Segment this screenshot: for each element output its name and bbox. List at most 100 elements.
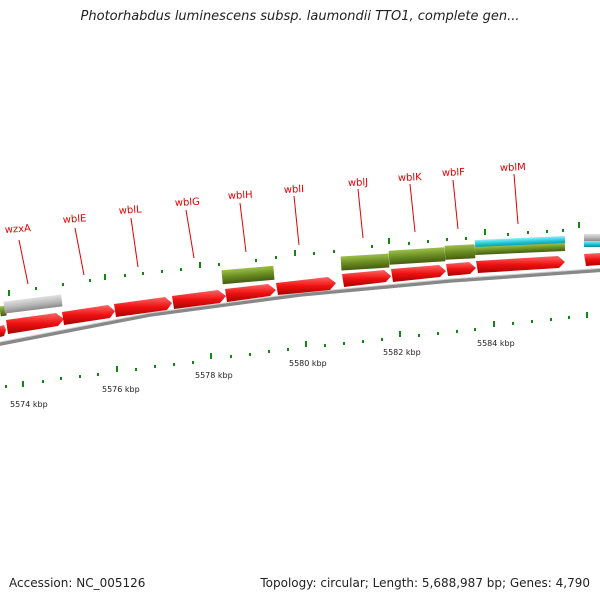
cog-track	[0, 234, 600, 317]
kbp-label: 5578 kbp	[195, 371, 233, 380]
gene-label: wblL	[118, 204, 142, 217]
tick	[173, 363, 175, 366]
tick	[89, 279, 91, 282]
tick	[493, 321, 495, 327]
leader-line	[18, 239, 29, 285]
cog-block	[474, 243, 566, 255]
outer-tick-row	[8, 222, 580, 296]
map-title: Photorhabdus luminescens subsp. laumondi…	[80, 9, 520, 24]
tick	[255, 259, 257, 262]
cog-block	[3, 294, 63, 314]
gene-label: wblF	[442, 167, 466, 179]
tick	[192, 361, 194, 364]
backbone-ring-highlight	[0, 267, 600, 343]
leader-line	[513, 173, 519, 225]
kbp-label: 5582 kbp	[383, 348, 421, 357]
tick	[154, 365, 156, 368]
tick	[586, 312, 588, 318]
tick	[550, 318, 552, 321]
leader-line	[293, 195, 300, 246]
cds-arrow	[446, 262, 476, 276]
gene-label: wblH	[228, 190, 253, 202]
leader-line	[239, 202, 247, 253]
tick	[343, 342, 345, 345]
tick	[527, 231, 529, 234]
tick	[79, 375, 81, 378]
tick	[268, 350, 270, 353]
tick	[275, 256, 277, 259]
tick	[446, 238, 448, 241]
tick	[474, 328, 476, 331]
genome-summary-text: Topology: circular; Length: 5,688,987 bp…	[260, 576, 590, 590]
leader-line	[130, 217, 139, 268]
gene-label: wblE	[62, 213, 86, 226]
tick	[97, 373, 99, 376]
tick	[8, 290, 10, 296]
tick	[42, 380, 44, 383]
cds-arrow	[584, 253, 600, 266]
tick	[427, 240, 429, 243]
leader-line	[357, 188, 364, 239]
cds-arrow	[476, 256, 565, 273]
tick	[531, 320, 533, 323]
tick	[104, 274, 106, 280]
gene-labels: wzxA wblE wblL wblG wblH wblI wblJ wblK …	[4, 162, 526, 236]
tick	[362, 340, 364, 343]
cog-block	[584, 234, 600, 241]
cds-arrow	[342, 270, 391, 287]
gene-label: wblM	[500, 162, 526, 174]
cog-block	[221, 265, 275, 285]
tick	[287, 348, 289, 351]
gene-label: wblG	[175, 197, 201, 209]
gene-label: wblK	[398, 172, 423, 184]
inner-tick-row	[5, 312, 588, 388]
cog-block	[388, 247, 446, 265]
cds-arrow	[6, 313, 64, 334]
kbp-label: 5580 kbp	[289, 359, 327, 368]
leader-line	[185, 209, 195, 259]
gene-label: wblI	[284, 184, 305, 196]
tick	[199, 262, 201, 268]
tick	[230, 355, 232, 358]
cds-arrow	[276, 277, 336, 295]
leader-line	[409, 183, 416, 233]
tick	[218, 263, 220, 266]
tick	[507, 233, 509, 236]
tick	[437, 332, 439, 335]
tick	[142, 272, 144, 275]
tick	[294, 250, 296, 256]
cds-arrow	[172, 290, 226, 309]
tick	[135, 368, 137, 371]
cds-arrow	[225, 284, 276, 302]
tick	[456, 330, 458, 333]
tick	[124, 274, 126, 277]
gene-label: wblJ	[348, 177, 369, 189]
leader-line	[74, 227, 85, 276]
tick	[484, 229, 486, 235]
tick	[305, 341, 307, 347]
tick	[371, 245, 373, 248]
backbone-ring	[0, 268, 600, 346]
kbp-labels: 5574 kbp 5576 kbp 5578 kbp 5580 kbp 5582…	[10, 339, 515, 409]
tick	[35, 287, 37, 290]
tick	[333, 250, 335, 253]
tick	[210, 353, 212, 359]
tick	[408, 242, 410, 245]
tick	[388, 238, 390, 244]
cds-arrow	[391, 265, 446, 282]
tick	[60, 377, 62, 380]
gene-label: wzxA	[4, 223, 31, 236]
tick	[161, 270, 163, 273]
tick	[568, 316, 570, 319]
tick	[418, 334, 420, 337]
cds-forward-track	[0, 253, 600, 337]
gene-leader-lines	[18, 173, 519, 285]
leader-line	[452, 179, 459, 230]
tick	[324, 344, 326, 347]
cds-arrow	[62, 305, 115, 325]
tick	[399, 331, 401, 337]
tick	[562, 229, 564, 232]
tick	[180, 268, 182, 271]
tick	[465, 237, 467, 240]
